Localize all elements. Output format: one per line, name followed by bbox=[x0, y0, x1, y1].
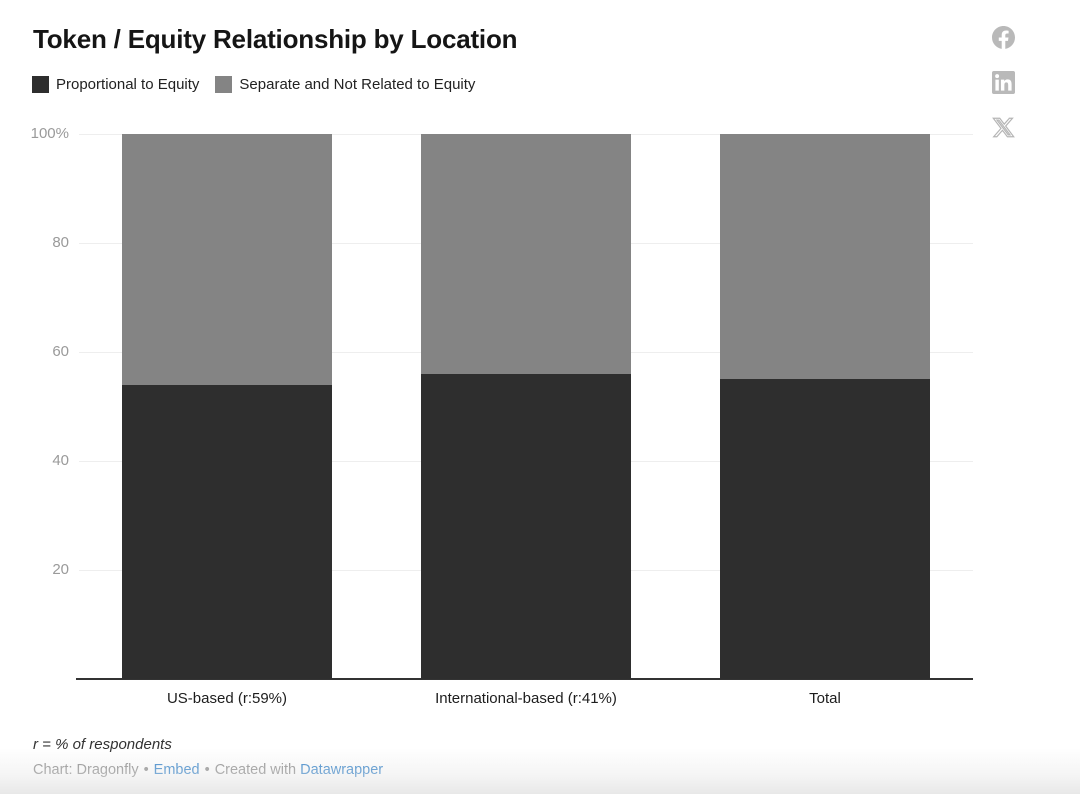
byline-separator: • bbox=[204, 762, 210, 778]
stacked-bar-2 bbox=[421, 134, 631, 679]
bar-segment-proportional bbox=[720, 379, 930, 679]
social-share-bar bbox=[992, 26, 1015, 139]
legend-label-separate: Separate and Not Related to Equity bbox=[239, 76, 476, 93]
chart-legend: Proportional to Equity Separate and Not … bbox=[32, 76, 475, 93]
y-tick-label-80: 80 bbox=[52, 234, 69, 251]
x-tick-label-3: Total bbox=[809, 690, 841, 707]
x-tick-label-2: International-based (r:41%) bbox=[435, 690, 617, 707]
legend-label-proportional: Proportional to Equity bbox=[56, 76, 200, 93]
chart-title: Token / Equity Relationship by Location bbox=[33, 24, 518, 54]
embed-link[interactable]: Embed bbox=[153, 762, 200, 778]
y-tick-label-20: 20 bbox=[52, 561, 69, 578]
legend-item-separate: Separate and Not Related to Equity bbox=[215, 76, 475, 93]
x-share-icon[interactable] bbox=[992, 116, 1015, 139]
bar-segment-separate bbox=[421, 134, 631, 374]
byline-source: Chart: Dragonfly bbox=[33, 762, 139, 778]
legend-swatch-proportional bbox=[32, 76, 49, 93]
linkedin-share-icon[interactable] bbox=[992, 71, 1015, 94]
byline-separator: • bbox=[143, 762, 149, 778]
plot-area: 20 40 60 80 100% US-based (r:59%) Internationa… bbox=[31, 125, 973, 707]
y-tick-label-40: 40 bbox=[52, 452, 69, 469]
legend-swatch-separate bbox=[215, 76, 233, 93]
y-tick-label-100: 100% bbox=[30, 125, 69, 142]
bar-segment-proportional bbox=[122, 384, 332, 679]
bar-segment-proportional bbox=[421, 373, 631, 679]
x-axis-line bbox=[76, 678, 973, 680]
chart-byline: Chart: Dragonfly • Embed • Created with Data… bbox=[33, 762, 383, 778]
bar-segment-separate bbox=[720, 134, 930, 380]
stacked-bar-1 bbox=[122, 134, 332, 679]
y-tick-label-60: 60 bbox=[52, 343, 69, 360]
datawrapper-link[interactable]: Datawrapper bbox=[300, 762, 384, 778]
bar-segment-separate bbox=[122, 134, 332, 385]
legend-item-proportional: Proportional to Equity bbox=[32, 76, 199, 93]
chart-footnote: r = % of respondents bbox=[33, 736, 172, 753]
x-tick-label-1: US-based (r:59%) bbox=[166, 690, 288, 707]
stacked-bar-3 bbox=[720, 134, 930, 679]
byline-created-with: Created with bbox=[214, 762, 297, 778]
facebook-share-icon[interactable] bbox=[992, 26, 1015, 49]
